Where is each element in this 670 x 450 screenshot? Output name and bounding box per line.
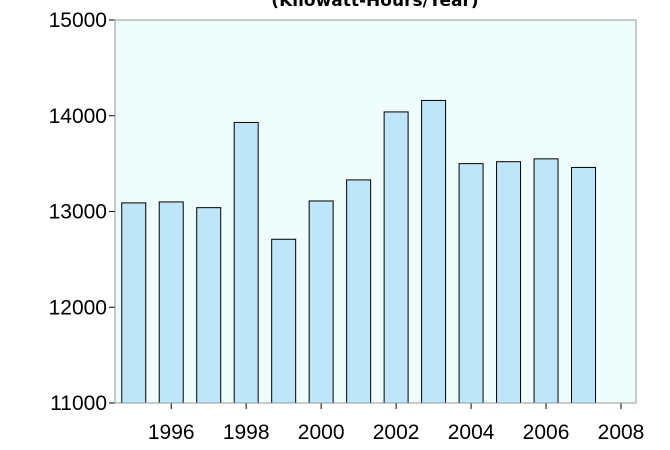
bar [308, 200, 334, 404]
y-tick-label: 11000 [50, 392, 107, 415]
bar [421, 99, 447, 404]
bar [121, 202, 147, 404]
chart-title: (Kilowatt-Hours/Year) [271, 0, 478, 11]
bar [383, 111, 409, 404]
bar [571, 166, 597, 404]
y-tick-label: 14000 [49, 105, 107, 128]
x-tick-label: 2008 [598, 421, 645, 444]
bar [346, 179, 372, 404]
x-tick-label: 2002 [373, 421, 420, 444]
plot-border [114, 19, 637, 404]
bar [533, 158, 559, 404]
x-tick-label: 2004 [448, 421, 495, 444]
bar [233, 121, 259, 404]
bar [158, 201, 184, 404]
y-tick-label: 15000 [49, 9, 107, 32]
bar [496, 161, 522, 404]
x-tick-label: 2000 [298, 421, 345, 444]
x-tick-label: 2006 [523, 421, 570, 444]
y-tick-label: 12000 [49, 296, 107, 319]
x-tick-label: 1996 [148, 421, 195, 444]
x-tick-label: 1998 [223, 421, 270, 444]
y-tick-label: 13000 [49, 201, 107, 224]
bar [271, 238, 297, 404]
bar [458, 163, 484, 404]
bar [196, 207, 222, 404]
